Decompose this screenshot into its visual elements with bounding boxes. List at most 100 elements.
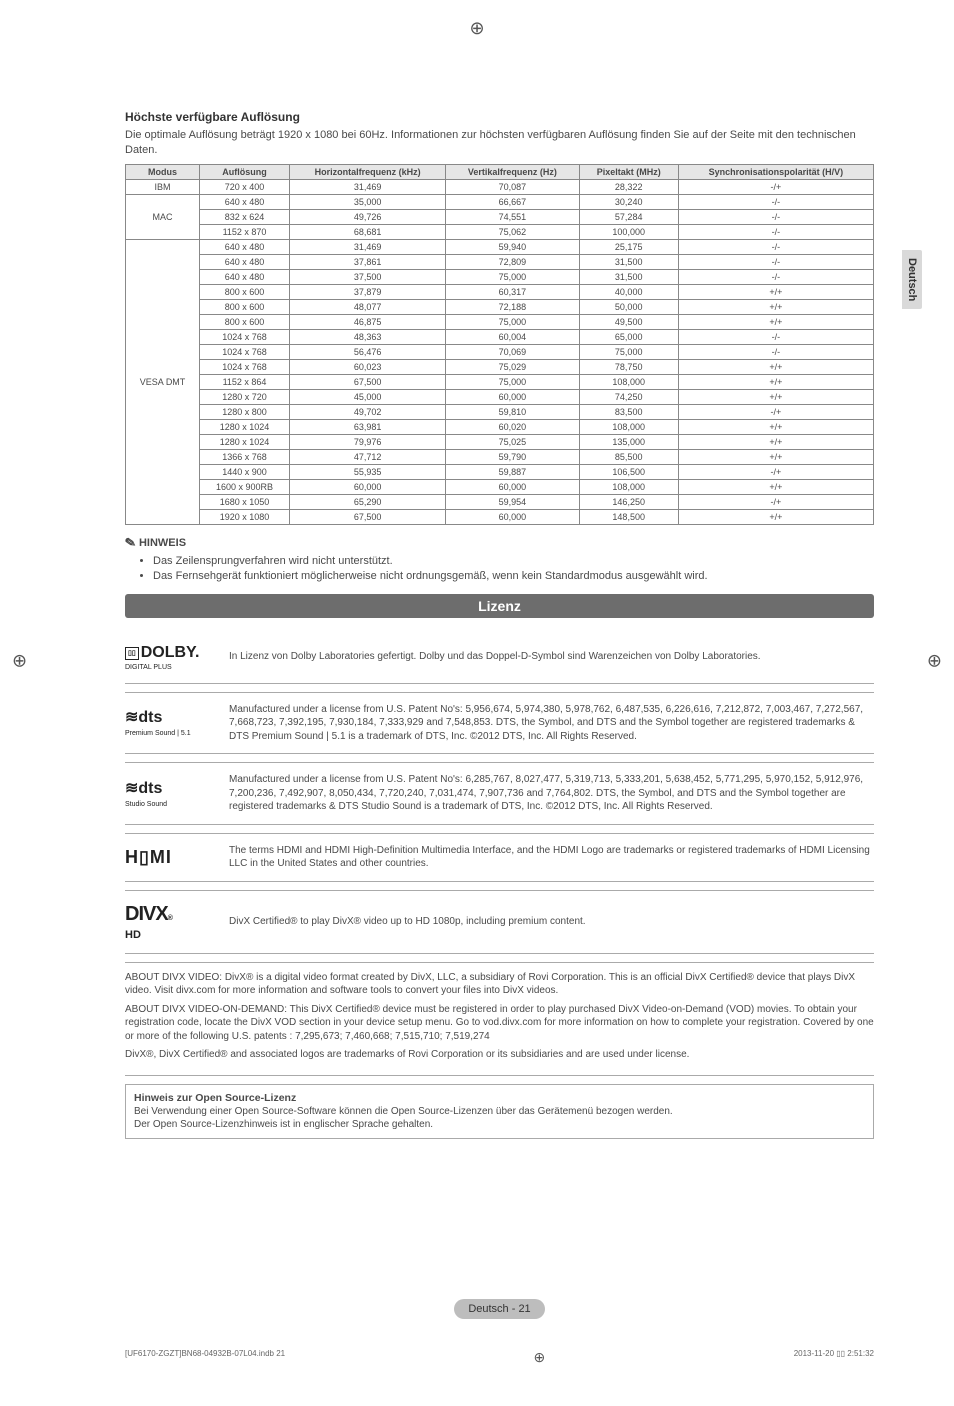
table-header: Modus xyxy=(126,164,200,179)
crop-mark-bottom: ⊕ xyxy=(534,1349,546,1366)
license-text: In Lizenz von Dolby Laboratories geferti… xyxy=(229,650,761,664)
data-cell: +/+ xyxy=(678,389,873,404)
data-cell: 60,317 xyxy=(446,284,579,299)
data-cell: 1024 x 768 xyxy=(200,329,290,344)
data-cell: +/+ xyxy=(678,314,873,329)
table-row: 1366 x 76847,71259,79085,500+/+ xyxy=(126,449,874,464)
data-cell: 65,290 xyxy=(289,494,445,509)
data-cell: 67,500 xyxy=(289,374,445,389)
data-cell: 1280 x 720 xyxy=(200,389,290,404)
language-tab: Deutsch xyxy=(902,250,922,309)
data-cell: 55,935 xyxy=(289,464,445,479)
data-cell: 1920 x 1080 xyxy=(200,509,290,524)
data-cell: 60,023 xyxy=(289,359,445,374)
data-cell: 63,981 xyxy=(289,419,445,434)
data-cell: 59,790 xyxy=(446,449,579,464)
data-cell: 70,087 xyxy=(446,179,579,194)
data-cell: 640 x 480 xyxy=(200,254,290,269)
table-row: 1280 x 72045,00060,00074,250+/+ xyxy=(126,389,874,404)
data-cell: +/+ xyxy=(678,284,873,299)
data-cell: +/+ xyxy=(678,419,873,434)
data-cell: +/+ xyxy=(678,359,873,374)
data-cell: 800 x 600 xyxy=(200,284,290,299)
mode-cell: IBM xyxy=(126,179,200,194)
data-cell: 31,500 xyxy=(579,254,678,269)
data-cell: 25,175 xyxy=(579,239,678,254)
data-cell: +/+ xyxy=(678,434,873,449)
data-cell: 57,284 xyxy=(579,209,678,224)
data-cell: 40,000 xyxy=(579,284,678,299)
data-cell: 49,726 xyxy=(289,209,445,224)
data-cell: 59,887 xyxy=(446,464,579,479)
data-cell: 1366 x 768 xyxy=(200,449,290,464)
data-cell: 75,000 xyxy=(446,374,579,389)
table-row: 1920 x 108067,50060,000148,500+/+ xyxy=(126,509,874,524)
footer-page-badge: Deutsch - 21 xyxy=(454,1299,544,1319)
license-container: ▯▯DOLBY.DIGITAL PLUSIn Lizenz von Dolby … xyxy=(125,632,874,954)
data-cell: 79,976 xyxy=(289,434,445,449)
data-cell: 85,500 xyxy=(579,449,678,464)
data-cell: 49,702 xyxy=(289,404,445,419)
table-row: 832 x 62449,72674,55157,284-/- xyxy=(126,209,874,224)
table-row: 800 x 60037,87960,31740,000+/+ xyxy=(126,284,874,299)
page-content: Deutsch Höchste verfügbare Auflösung Die… xyxy=(0,0,954,1406)
data-cell: -/- xyxy=(678,344,873,359)
note-item: Das Zeilensprungverfahren wird nicht unt… xyxy=(153,555,874,567)
license-block: ≋dtsPremium Sound | 5.1Manufactured unde… xyxy=(125,692,874,755)
data-cell: 28,322 xyxy=(579,179,678,194)
note-label: ✎ HINWEIS xyxy=(125,535,874,551)
table-row: 1440 x 90055,93559,887106,500-/+ xyxy=(126,464,874,479)
table-row: 1024 x 76860,02375,02978,750+/+ xyxy=(126,359,874,374)
data-cell: 31,469 xyxy=(289,179,445,194)
data-cell: 67,500 xyxy=(289,509,445,524)
table-row: 800 x 60048,07772,18850,000+/+ xyxy=(126,299,874,314)
data-cell: +/+ xyxy=(678,509,873,524)
table-row: VESA DMT640 x 48031,46959,94025,175-/- xyxy=(126,239,874,254)
data-cell: 75,000 xyxy=(579,344,678,359)
data-cell: 832 x 624 xyxy=(200,209,290,224)
data-cell: 72,809 xyxy=(446,254,579,269)
data-cell: 100,000 xyxy=(579,224,678,239)
data-cell: 135,000 xyxy=(579,434,678,449)
data-cell: 75,000 xyxy=(446,269,579,284)
data-cell: 800 x 600 xyxy=(200,314,290,329)
table-row: 640 x 48037,86172,80931,500-/- xyxy=(126,254,874,269)
data-cell: 108,000 xyxy=(579,374,678,389)
data-cell: -/- xyxy=(678,209,873,224)
data-cell: 1152 x 870 xyxy=(200,224,290,239)
data-cell: 65,000 xyxy=(579,329,678,344)
license-banner: Lizenz xyxy=(125,594,874,618)
data-cell: -/- xyxy=(678,254,873,269)
notes-list: Das Zeilensprungverfahren wird nicht unt… xyxy=(153,555,874,582)
data-cell: 49,500 xyxy=(579,314,678,329)
data-cell: -/+ xyxy=(678,464,873,479)
data-cell: 60,000 xyxy=(446,389,579,404)
data-cell: 148,500 xyxy=(579,509,678,524)
intro-text: Die optimale Auflösung beträgt 1920 x 10… xyxy=(125,128,874,158)
data-cell: -/+ xyxy=(678,494,873,509)
license-text: DivX Certified® to play DivX® video up t… xyxy=(229,915,586,929)
data-cell: 47,712 xyxy=(289,449,445,464)
mode-cell: MAC xyxy=(126,194,200,239)
license-text: The terms HDMI and HDMI High-Definition … xyxy=(229,844,874,871)
data-cell: 78,750 xyxy=(579,359,678,374)
data-cell: 60,000 xyxy=(446,479,579,494)
data-cell: 1600 x 900RB xyxy=(200,479,290,494)
data-cell: 1152 x 864 xyxy=(200,374,290,389)
data-cell: 75,062 xyxy=(446,224,579,239)
data-cell: 1280 x 1024 xyxy=(200,419,290,434)
about-paragraph: DivX®, DivX Certified® and associated lo… xyxy=(125,1048,874,1062)
data-cell: 37,861 xyxy=(289,254,445,269)
open-source-line: Bei Verwendung einer Open Source-Softwar… xyxy=(134,1105,865,1119)
table-row: 1024 x 76856,47670,06975,000-/- xyxy=(126,344,874,359)
note-icon: ✎ xyxy=(124,534,138,552)
data-cell: 75,025 xyxy=(446,434,579,449)
mode-cell: VESA DMT xyxy=(126,239,200,524)
data-cell: 75,029 xyxy=(446,359,579,374)
about-divx-block: ABOUT DIVX VIDEO: DivX® is a digital vid… xyxy=(125,962,874,1076)
license-logo: DIVX®HD xyxy=(125,901,215,943)
data-cell: 31,500 xyxy=(579,269,678,284)
data-cell: 72,188 xyxy=(446,299,579,314)
table-header: Auflösung xyxy=(200,164,290,179)
data-cell: 70,069 xyxy=(446,344,579,359)
